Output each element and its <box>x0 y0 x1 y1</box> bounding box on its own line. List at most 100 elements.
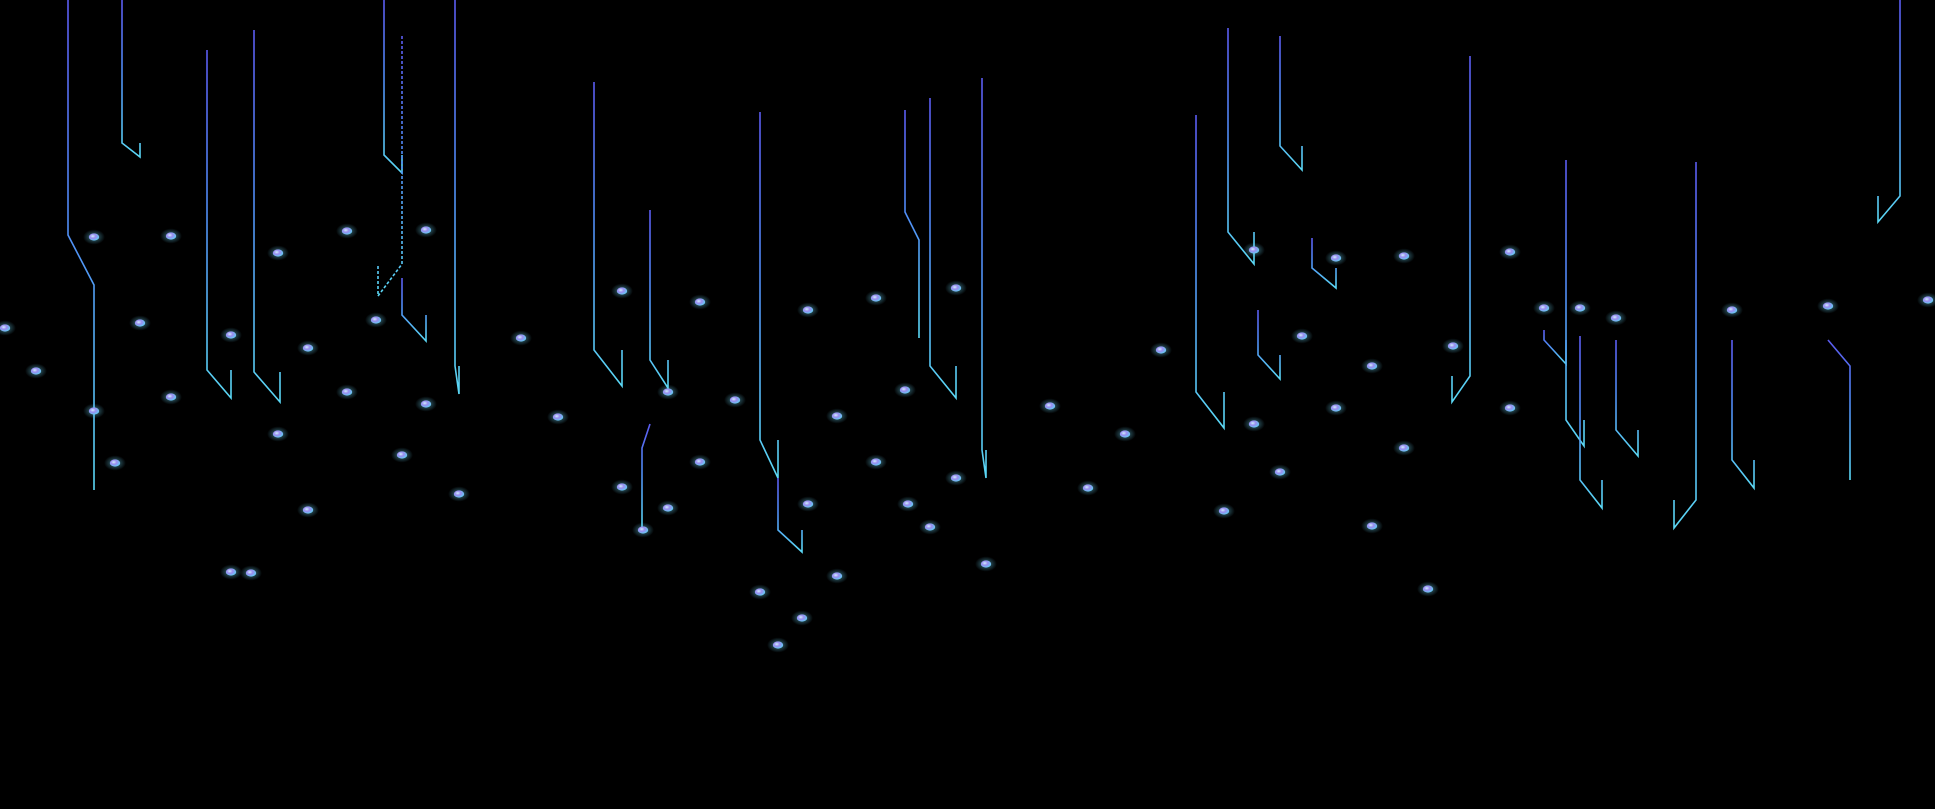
solid-trace <box>593 82 623 389</box>
terminal-node-icon <box>1296 332 1308 340</box>
terminal-node-icon <box>924 523 936 531</box>
solid-trace <box>121 0 141 159</box>
terminal-node-icon <box>831 412 843 420</box>
terminal-node-icon <box>420 400 432 408</box>
terminal-node-icon <box>1398 252 1410 260</box>
terminal-node-icon <box>694 458 706 466</box>
terminal-node-icon <box>662 504 674 512</box>
terminal-node-icon <box>754 588 766 596</box>
terminal-node-icon <box>1610 314 1622 322</box>
terminal-node-icon <box>134 319 146 327</box>
solid-trace <box>1615 340 1639 459</box>
terminal-node-icon <box>980 560 992 568</box>
terminal-node-icon <box>1574 304 1586 312</box>
terminal-node-icon <box>902 500 914 508</box>
terminal-node-icon <box>552 413 564 421</box>
terminal-node-icon <box>1538 304 1550 312</box>
terminal-node-icon <box>1330 254 1342 262</box>
terminal-node-icon <box>870 458 882 466</box>
terminal-node-icon <box>1447 342 1459 350</box>
terminal-node-icon <box>225 568 237 576</box>
terminal-node-icon <box>88 233 100 241</box>
terminal-node-icon <box>870 294 882 302</box>
terminal-node-icon <box>1366 362 1378 370</box>
terminal-node-icon <box>341 388 353 396</box>
terminal-node-icon <box>1504 404 1516 412</box>
solid-trace <box>929 98 957 401</box>
terminal-node-icon <box>1044 402 1056 410</box>
terminal-node-icon <box>662 388 674 396</box>
terminal-node-icon <box>950 284 962 292</box>
terminal-node-icon <box>1726 306 1738 314</box>
solid-trace <box>253 30 281 405</box>
terminal-node-icon <box>694 298 706 306</box>
solid-trace <box>1195 115 1225 431</box>
terminal-node-icon <box>1155 346 1167 354</box>
terminal-node-icon <box>109 459 121 467</box>
terminal-node-icon <box>1248 246 1260 254</box>
solid-trace <box>981 78 987 479</box>
terminal-node-icon <box>899 386 911 394</box>
solid-trace <box>777 478 803 554</box>
solid-trace <box>1311 238 1337 290</box>
terminal-node-icon <box>272 430 284 438</box>
terminal-node-icon <box>1082 484 1094 492</box>
terminal-node-icon <box>1218 507 1230 515</box>
terminal-node-icon <box>1366 522 1378 530</box>
terminal-node-icon <box>1398 444 1410 452</box>
terminal-node-group <box>0 222 1935 653</box>
trace-group <box>4 0 1929 680</box>
terminal-node-icon <box>453 490 465 498</box>
terminal-node-icon <box>1922 296 1934 304</box>
terminal-node-icon <box>616 287 628 295</box>
terminal-node-icon <box>1504 248 1516 256</box>
terminal-node-icon <box>802 306 814 314</box>
terminal-node-icon <box>616 483 628 491</box>
terminal-node-icon <box>772 641 784 649</box>
terminal-node-icon <box>515 334 527 342</box>
terminal-node-icon <box>637 526 649 534</box>
solid-trace <box>1827 339 1851 480</box>
solid-trace <box>1279 36 1303 173</box>
terminal-node-icon <box>302 344 314 352</box>
terminal-node-icon <box>1248 420 1260 428</box>
terminal-node-icon <box>396 451 408 459</box>
solid-trace <box>1579 336 1603 511</box>
solid-trace <box>904 110 920 338</box>
terminal-node-icon <box>1822 302 1834 310</box>
solid-trace <box>1673 162 1697 531</box>
dotted-trace <box>377 36 403 299</box>
terminal-node-icon <box>165 393 177 401</box>
terminal-node-icon <box>225 331 237 339</box>
solid-trace <box>1877 0 1901 225</box>
terminal-node-icon <box>796 614 808 622</box>
solid-trace <box>1451 56 1471 405</box>
terminal-node-icon <box>420 226 432 234</box>
terminal-node-icon <box>729 396 741 404</box>
terminal-node-icon <box>831 572 843 580</box>
solid-trace <box>454 0 460 395</box>
terminal-node-icon <box>950 474 962 482</box>
solid-trace <box>206 50 232 401</box>
terminal-node-icon <box>1274 468 1286 476</box>
solid-trace <box>1257 310 1281 382</box>
terminal-node-icon <box>165 232 177 240</box>
terminal-node-icon <box>245 569 257 577</box>
terminal-node-icon <box>802 500 814 508</box>
terminal-node-icon <box>0 324 11 332</box>
terminal-node-icon <box>88 407 100 415</box>
terminal-node-icon <box>302 506 314 514</box>
solid-trace <box>641 423 651 528</box>
terminal-node-icon <box>341 227 353 235</box>
terminal-node-icon <box>1119 430 1131 438</box>
solid-trace <box>1731 340 1755 491</box>
solid-trace <box>1565 160 1585 449</box>
terminal-node-icon <box>370 316 382 324</box>
solid-trace <box>759 112 779 479</box>
terminal-node-icon <box>30 367 42 375</box>
terminal-node-icon <box>1422 585 1434 593</box>
terminal-node-icon <box>1330 404 1342 412</box>
